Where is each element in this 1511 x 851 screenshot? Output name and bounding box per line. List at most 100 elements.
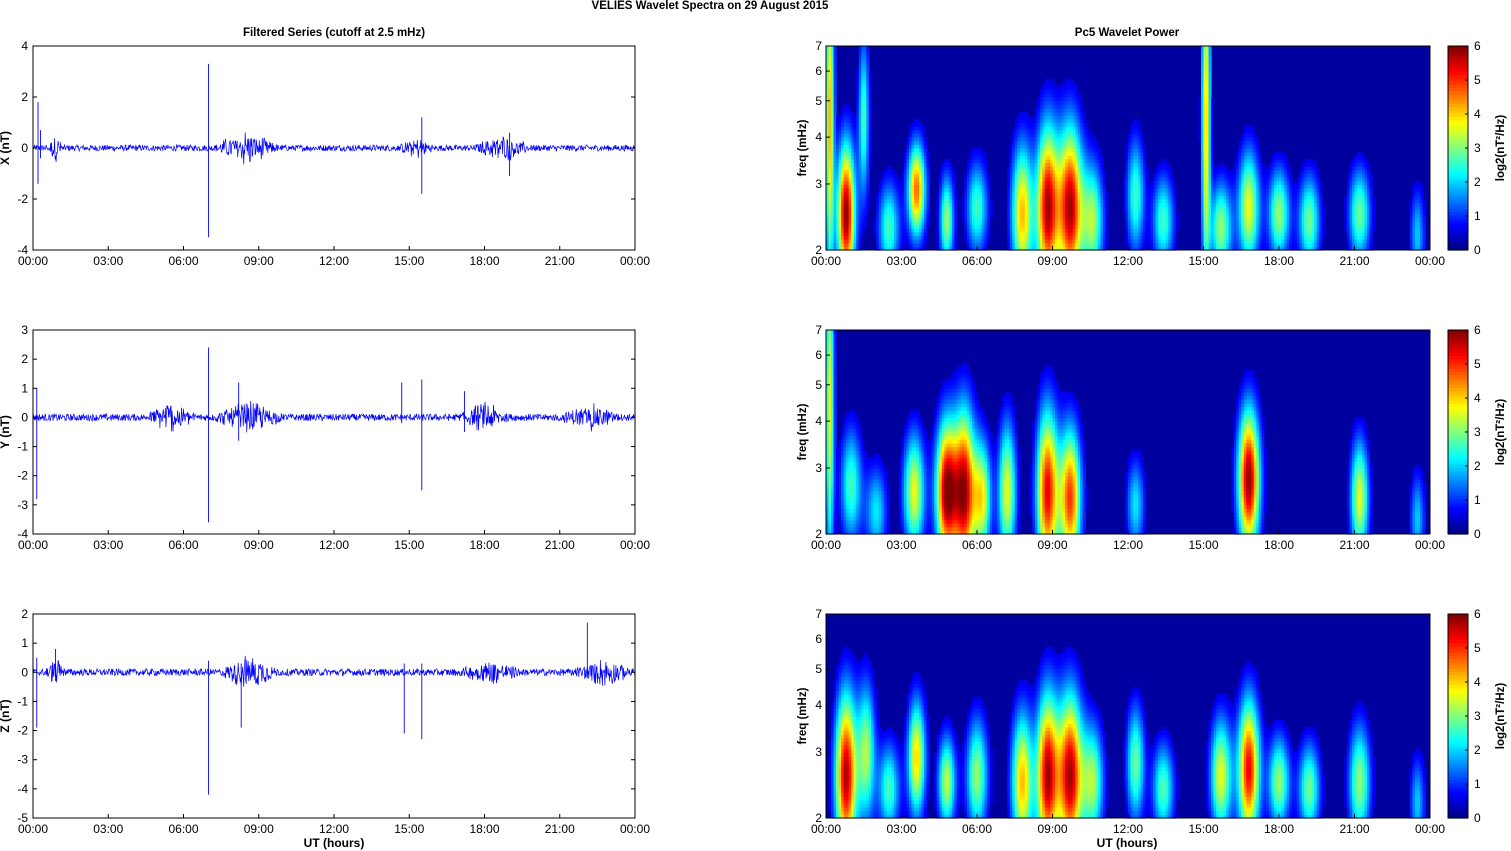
heatmap-cell <box>1067 111 1071 116</box>
heatmap-cell <box>1029 224 1033 229</box>
heatmap-cell <box>941 209 945 215</box>
heatmap-cell <box>971 246 976 251</box>
heatmap-cell <box>826 67 830 73</box>
heatmap-cell <box>831 148 835 153</box>
heatmap-cell <box>1055 86 1059 91</box>
heatmap-cell <box>1014 173 1018 178</box>
heatmap-cell <box>826 86 830 91</box>
heatmap-cell <box>1175 213 1179 218</box>
heatmap-cell <box>1042 231 1046 237</box>
heatmap-cell <box>904 177 908 182</box>
heatmap-cell <box>1055 97 1059 102</box>
heatmap-cell <box>876 191 880 196</box>
heatmap-cell <box>954 199 958 204</box>
heatmap-cell <box>1077 100 1081 105</box>
heatmap-cell <box>924 217 928 222</box>
heatmap-cell <box>1085 202 1089 207</box>
heatmap-cell <box>893 242 898 247</box>
heatmap-cell <box>919 158 923 164</box>
heatmap-cell <box>1052 93 1056 98</box>
heatmap-cell <box>858 209 862 215</box>
heatmap-cell <box>1122 202 1127 207</box>
heatmap-cell <box>891 220 895 226</box>
heatmap-cell <box>1128 155 1132 160</box>
ts-xtick-label: 12:00 <box>319 538 349 552</box>
heatmap-cell <box>1092 140 1096 145</box>
heatmap-cell <box>951 169 955 175</box>
heatmap-cell <box>1087 202 1091 207</box>
heatmap-cell <box>861 64 865 69</box>
heatmap-cell <box>936 209 940 215</box>
heatmap-cell <box>1075 199 1079 204</box>
heatmap-cell <box>831 100 835 105</box>
heatmap-cell <box>919 246 923 251</box>
heatmap-cell <box>848 231 852 237</box>
heatmap-cell <box>1032 118 1036 124</box>
heatmap-cell <box>1057 129 1061 135</box>
heatmap-cell <box>909 191 913 196</box>
heatmap-cell <box>1022 199 1026 204</box>
heatmap-cell <box>1170 177 1174 182</box>
heatmap-cell <box>977 224 981 229</box>
heatmap-cell <box>831 49 835 54</box>
heatmap-cell <box>1070 78 1074 84</box>
heatmap-cell <box>1034 129 1038 135</box>
heatmap-cell <box>916 213 920 218</box>
heatmap-cell <box>1128 162 1132 167</box>
heatmap-cell <box>1143 209 1147 215</box>
heatmap-cell <box>1173 228 1177 233</box>
heatmap-cell <box>901 235 905 240</box>
heatmap-cell <box>1072 144 1076 149</box>
heatmap-cell <box>858 242 862 247</box>
heatmap-cell <box>1065 246 1069 251</box>
heatmap-cell <box>1024 206 1028 211</box>
heatmap-cell <box>1047 213 1051 218</box>
heatmap-cell <box>1085 246 1089 251</box>
ts-xtick-label: 12:00 <box>319 254 349 268</box>
heatmap-cell <box>974 213 978 218</box>
heatmap-cell <box>866 97 870 102</box>
heatmap-cell <box>1067 115 1071 120</box>
heatmap-cell <box>1072 151 1076 156</box>
heatmap-cell <box>964 220 968 226</box>
heatmap-cell <box>888 188 893 193</box>
heatmap-cell <box>1047 100 1051 105</box>
heatmap-cell <box>984 220 988 226</box>
heatmap-cell <box>866 49 870 54</box>
heatmap-cell <box>1143 162 1147 167</box>
heatmap-cell <box>1102 224 1106 229</box>
heatmap-cell <box>1060 148 1064 153</box>
heatmap-cell <box>1024 235 1028 240</box>
heatmap-cell <box>909 202 913 207</box>
heatmap-cell <box>1153 195 1157 200</box>
heatmap-cell <box>1082 169 1086 175</box>
heatmap-cell <box>866 107 870 113</box>
heatmap-cell <box>909 188 913 193</box>
heatmap-cell <box>853 246 857 251</box>
heatmap-cell <box>1155 228 1159 233</box>
heatmap-cell <box>906 242 910 247</box>
heatmap-cell <box>1007 217 1011 222</box>
heatmap-cell <box>1062 100 1066 105</box>
heatmap-cell <box>1062 140 1066 145</box>
heatmap-cell <box>941 199 945 204</box>
heatmap-cell <box>1037 100 1041 105</box>
heatmap-cell <box>916 151 920 156</box>
heatmap-cell <box>1039 177 1044 182</box>
heatmap-cell <box>1029 184 1033 189</box>
heatmap-cell <box>1138 246 1142 251</box>
heatmap-cell <box>831 188 835 193</box>
heatmap-cell <box>914 217 918 222</box>
heatmap-cell <box>1100 246 1104 251</box>
heatmap-cell <box>1014 144 1018 149</box>
heatmap-cell <box>1075 209 1079 215</box>
heatmap-cell <box>1140 239 1144 244</box>
heatmap-cell <box>1090 184 1094 189</box>
heatmap-cell <box>1065 129 1069 135</box>
heatmap-cell <box>1067 148 1071 153</box>
heatmap-cell <box>1102 177 1106 182</box>
heatmap-cell <box>921 137 925 142</box>
heatmap-cell <box>982 169 986 175</box>
heatmap-cell <box>861 191 865 196</box>
heatmap-cell <box>1085 195 1089 200</box>
